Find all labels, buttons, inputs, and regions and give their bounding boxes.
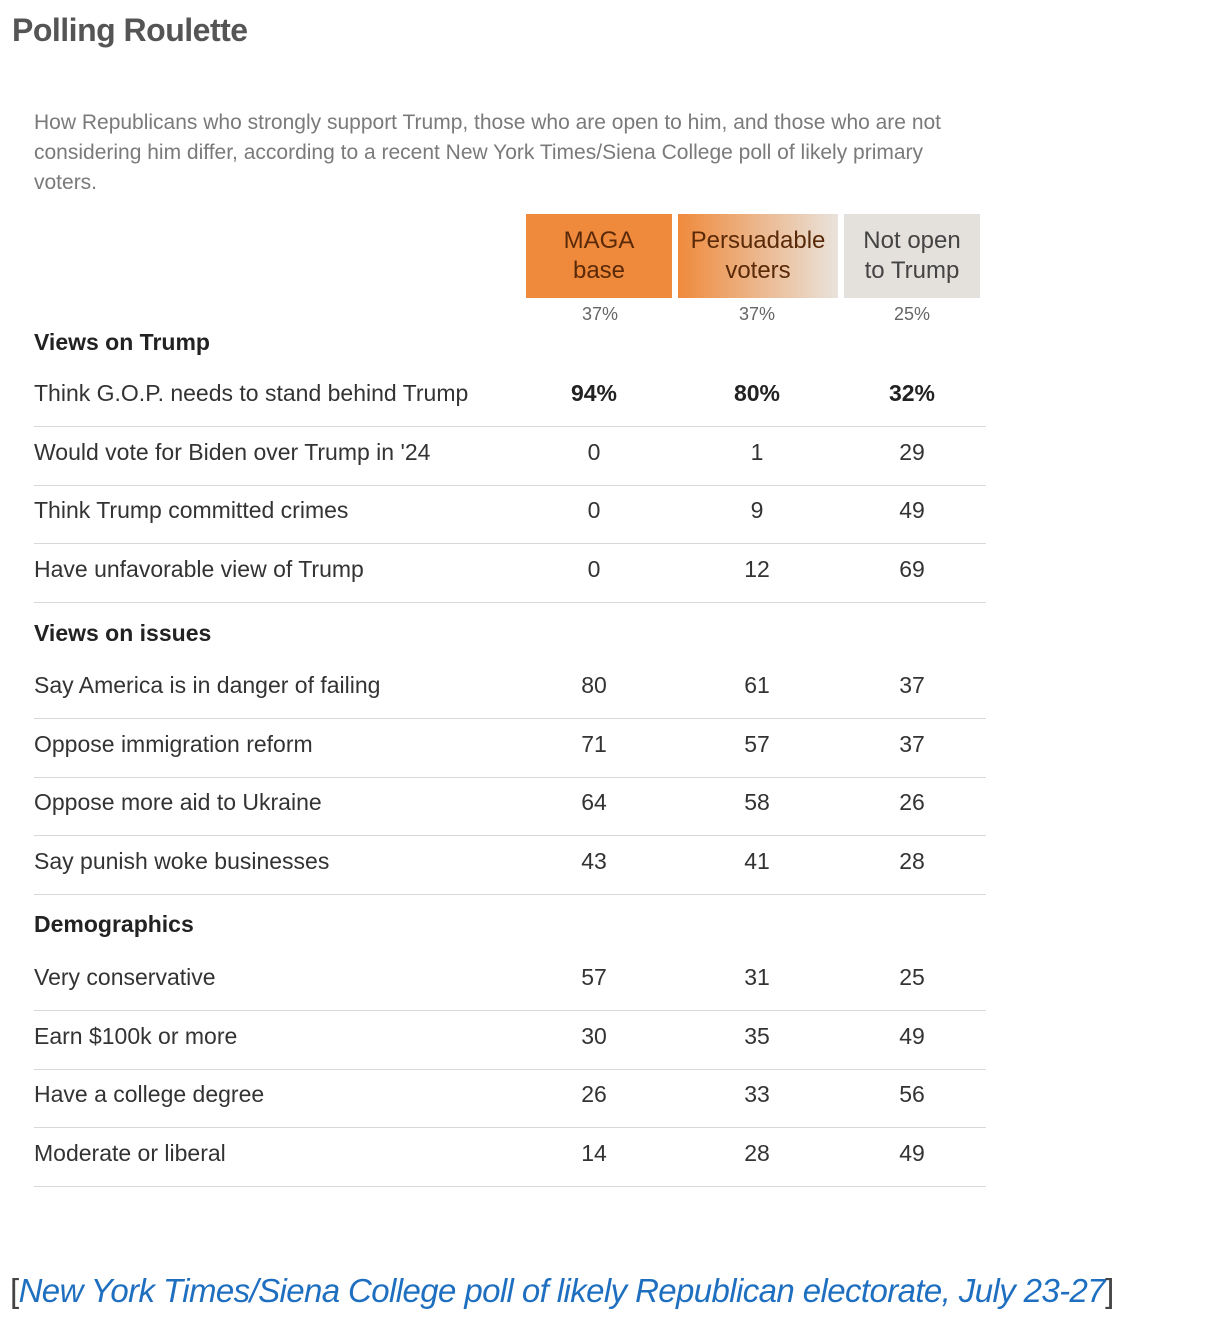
cell-not-open-to-trump: 49 <box>899 1139 925 1166</box>
source-link[interactable]: New York Times/Siena College poll of lik… <box>18 1272 1106 1309</box>
section-heading: Views on Trump <box>34 329 210 355</box>
cell-persuadable-voters: 41 <box>744 847 770 874</box>
cell-maga-base: 14 <box>581 1139 607 1166</box>
page-heading: Polling Roulette <box>12 12 248 48</box>
source-open-bracket: [ <box>10 1272 19 1309</box>
row-label: Think Trump committed crimes <box>34 497 349 524</box>
table-row: Have unfavorable view of Trump 0 12 69 <box>34 544 986 603</box>
row-label: Earn $100k or more <box>34 1022 238 1049</box>
row-label: Moderate or liberal <box>34 1139 226 1166</box>
column-header-not-open-to-trump: Not open to Trump <box>844 214 980 298</box>
column-share-maga-base: 37% <box>581 304 619 324</box>
cell-persuadable-voters: 35 <box>744 1022 770 1049</box>
source-close-bracket: ] <box>1105 1272 1114 1309</box>
cell-maga-base: 64 <box>581 789 607 816</box>
cell-not-open-to-trump: 49 <box>899 1022 925 1049</box>
cell-persuadable-voters: 28 <box>744 1139 770 1166</box>
cell-not-open-to-trump: 37 <box>899 672 925 698</box>
section-heading: Demographics <box>34 911 194 937</box>
row-label: Say punish woke businesses <box>34 847 330 874</box>
cell-maga-base: 57 <box>581 964 607 990</box>
cell-not-open-to-trump: 32% <box>888 380 936 406</box>
cell-persuadable-voters: 80% <box>733 380 781 406</box>
cell-persuadable-voters: 9 <box>750 497 764 524</box>
table-row: Very conservative 57 31 25 <box>34 952 986 1011</box>
row-label: Would vote for Biden over Trump in '24 <box>34 438 431 465</box>
column-share-not-open-to-trump: 25% <box>893 304 931 324</box>
table-row: Think G.O.P. needs to stand behind Trump… <box>34 368 986 427</box>
row-label: Say America is in danger of failing <box>34 672 381 698</box>
cell-maga-base: 26 <box>581 1081 607 1108</box>
cell-persuadable-voters: 58 <box>744 789 770 816</box>
cell-not-open-to-trump: 25 <box>899 964 925 990</box>
cell-persuadable-voters: 31 <box>744 964 770 990</box>
row-label: Think G.O.P. needs to stand behind Trump <box>34 380 469 406</box>
table-row: Moderate or liberal 14 28 49 <box>34 1128 986 1187</box>
cell-maga-base: 94% <box>570 380 618 406</box>
cell-maga-base: 0 <box>587 438 601 465</box>
cell-not-open-to-trump: 29 <box>899 438 925 465</box>
cell-not-open-to-trump: 49 <box>899 497 925 524</box>
row-label: Have a college degree <box>34 1081 265 1108</box>
table-row: Say America is in danger of failing 80 61 3… <box>34 660 986 719</box>
cell-maga-base: 30 <box>581 1022 607 1049</box>
row-label: Very conservative <box>34 964 216 990</box>
cell-not-open-to-trump: 26 <box>899 789 925 816</box>
cell-persuadable-voters: 1 <box>750 438 764 465</box>
table-row: Earn $100k or more 30 35 49 <box>34 1011 986 1070</box>
cell-not-open-to-trump: 56 <box>899 1081 925 1108</box>
cell-persuadable-voters: 57 <box>744 730 770 757</box>
row-label: Have unfavorable view of Trump <box>34 555 364 582</box>
column-header-persuadable-voters: Persuadable voters <box>678 214 838 298</box>
row-label: Oppose immigration reform <box>34 730 313 757</box>
table-row: Have a college degree 26 33 56 <box>34 1069 986 1129</box>
cell-maga-base: 0 <box>587 497 601 524</box>
cell-persuadable-voters: 12 <box>744 555 770 582</box>
cell-persuadable-voters: 33 <box>744 1081 770 1108</box>
cell-maga-base: 0 <box>587 555 601 582</box>
cell-not-open-to-trump: 37 <box>899 730 925 757</box>
column-header-maga-base: MAGA base <box>526 214 672 298</box>
table-row: Would vote for Biden over Trump in '24 0 1… <box>34 427 986 486</box>
table-row: Oppose more aid to Ukraine 64 58 26 <box>34 777 986 837</box>
table-row: Say punish woke businesses 43 41 28 <box>34 836 986 895</box>
column-share-persuadable-voters: 37% <box>738 304 776 324</box>
cell-not-open-to-trump: 69 <box>899 555 925 582</box>
table-row: Oppose immigration reform 71 57 37 <box>34 719 986 778</box>
cell-persuadable-voters: 61 <box>744 672 770 698</box>
chart-subtitle: How Republicans who strongly support Tru… <box>34 111 942 194</box>
cell-maga-base: 71 <box>581 730 607 757</box>
cell-maga-base: 43 <box>581 847 607 874</box>
source-citation: [New York Times/Siena College poll of li… <box>10 1272 1114 1310</box>
section-heading: Views on issues <box>34 620 212 646</box>
cell-maga-base: 80 <box>581 672 607 698</box>
cell-not-open-to-trump: 28 <box>899 847 925 874</box>
row-label: Oppose more aid to Ukraine <box>34 789 322 816</box>
table-row: Think Trump committed crimes 0 9 49 <box>34 485 986 545</box>
